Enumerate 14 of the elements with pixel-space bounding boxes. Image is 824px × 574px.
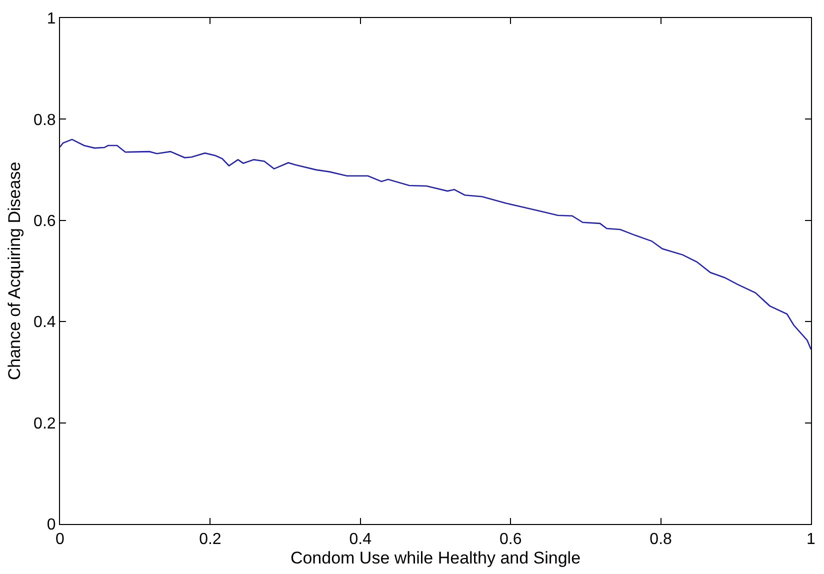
y-axis-title: Chance of Acquiring Disease [5,162,24,380]
y-tick-label: 0.8 [34,112,56,129]
y-tick-label: 0 [46,516,56,534]
y-tick-label: 0.2 [34,415,56,432]
x-tick-label: 0.4 [349,531,372,548]
y-tick-label: 0.6 [34,213,56,230]
line-series [60,138,811,350]
y-tick-label: 1 [46,10,56,28]
x-tick-label: 1 [806,531,816,548]
x-tick-label: 0.6 [499,531,522,548]
x-tick-label: 0.8 [650,531,672,548]
y-tick-label: 0.4 [34,314,56,332]
x-axis-title: Condom Use while Healthy and Single [290,548,581,568]
x-tick-label: 0.2 [199,531,222,548]
